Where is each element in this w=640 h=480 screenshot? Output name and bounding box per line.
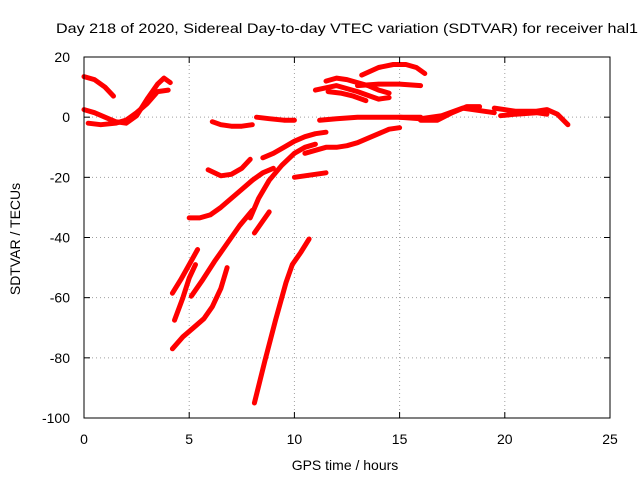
y-tick-label: -60 — [50, 290, 70, 306]
y-tick-label: 20 — [54, 49, 70, 65]
y-axis-label: SDTVAR / TECUs — [7, 183, 23, 295]
series-track-4 — [209, 119, 255, 129]
x-axis-label: GPS time / hours — [292, 457, 399, 473]
series-track-26 — [355, 81, 424, 89]
series-track-12 — [169, 265, 230, 352]
x-tick-label: 25 — [602, 431, 618, 447]
series-track-20 — [418, 104, 483, 123]
y-tick-label: -40 — [50, 230, 70, 246]
series-track-6 — [205, 156, 253, 179]
series-track-17 — [302, 125, 403, 156]
series-track-11 — [172, 262, 198, 323]
series-track-25 — [325, 89, 369, 104]
y-tick-label: -100 — [42, 410, 70, 426]
series-track-5 — [254, 114, 297, 123]
chart-title: Day 218 of 2020, Sidereal Day-to-day VTE… — [56, 20, 638, 36]
series-track-21 — [491, 105, 571, 128]
x-tick-label: 20 — [497, 431, 513, 447]
y-tick-label: 0 — [62, 109, 70, 125]
series-track-14 — [247, 141, 318, 221]
tick-layer — [83, 56, 611, 419]
series-track-3 — [85, 87, 171, 128]
series-track-15 — [251, 209, 272, 236]
series-track-22 — [498, 110, 550, 119]
series-track-16 — [251, 236, 312, 406]
x-tick-label: 0 — [80, 431, 88, 447]
y-tick-label: -20 — [50, 169, 70, 185]
series-track-13 — [188, 207, 255, 299]
series-track-9 — [291, 170, 329, 180]
tick-label-layer: 0 5 10 15 20 25 -100 -80 -60 -40 -20 0 20 — [42, 49, 618, 447]
series-track-23 — [312, 83, 392, 102]
series-track-24 — [323, 75, 392, 96]
x-tick-label: 10 — [287, 431, 303, 447]
series-layer — [81, 62, 571, 406]
series-track-7 — [260, 129, 329, 161]
series-track-1 — [81, 74, 116, 99]
x-tick-label: 5 — [185, 431, 193, 447]
series-track-10 — [169, 247, 201, 296]
x-tick-label: 15 — [392, 431, 408, 447]
series-track-8 — [186, 165, 276, 221]
y-tick-label: -80 — [50, 350, 70, 366]
series-track-27 — [359, 62, 428, 78]
